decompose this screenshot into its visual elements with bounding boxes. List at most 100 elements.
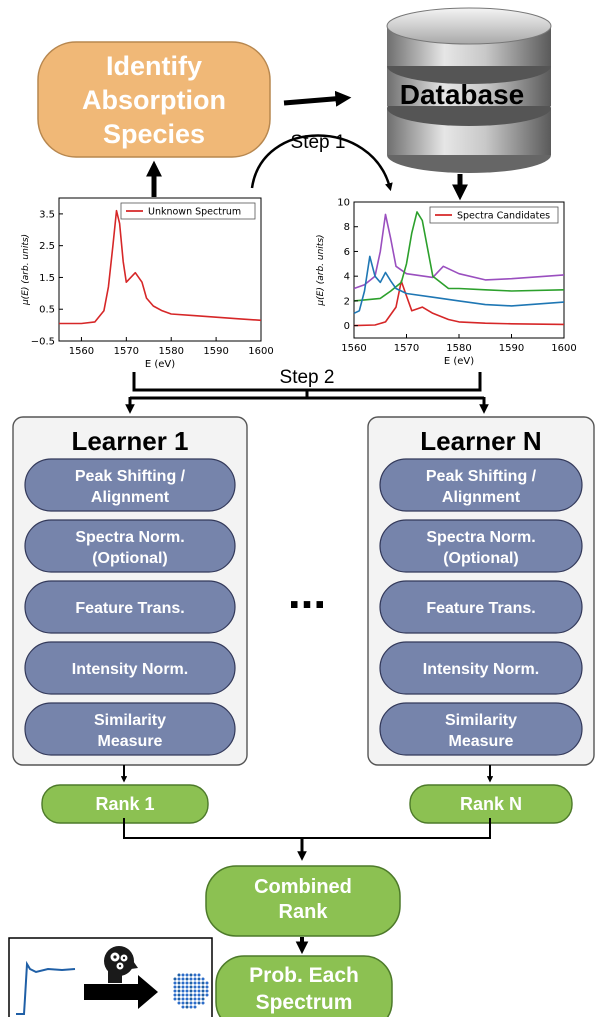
molecule-atom <box>181 977 185 981</box>
candidates-xtick-label-1: 1570 <box>394 343 419 354</box>
learner-1-step-2-line-0: Feature Trans. <box>75 600 184 617</box>
learner-n-step-2 <box>379 580 583 634</box>
molecule-atom <box>189 981 193 985</box>
molecule-atom <box>197 993 201 997</box>
unknown-xtick-label-1: 1570 <box>114 346 139 357</box>
molecule-atom <box>201 993 205 997</box>
molecule-atom <box>193 981 197 985</box>
molecule-atom <box>173 997 177 1001</box>
unknown-series-line-0 <box>59 209 262 325</box>
candidates-legend-label: Spectra Candidates <box>457 211 550 222</box>
molecule-atom <box>185 973 189 977</box>
species-line-1: Identify <box>106 51 202 81</box>
molecule-atom <box>181 985 185 989</box>
candidates-ytick-label-4: 8 <box>344 222 350 233</box>
molecule-atom <box>185 1001 189 1005</box>
database-icon: Database <box>386 7 552 173</box>
molecule-atom <box>177 977 181 981</box>
arrow-to-database <box>283 90 352 107</box>
molecule-atom <box>205 989 209 993</box>
learner-1-title: Learner 1 <box>71 426 188 456</box>
molecule-atom <box>189 1001 193 1005</box>
molecule-atom <box>181 997 185 1001</box>
learner-n-title: Learner N <box>420 426 541 456</box>
molecule-atom <box>197 985 201 989</box>
big-arrow-icon <box>84 975 158 1009</box>
molecule-atom <box>197 997 201 1001</box>
molecule-atom <box>197 981 201 985</box>
molecule-atom <box>181 1005 185 1009</box>
molecule-atom <box>181 1001 185 1005</box>
molecule-atom <box>197 989 201 993</box>
molecule-atom <box>185 985 189 989</box>
molecule-atom <box>173 985 177 989</box>
molecule-atom <box>197 977 201 981</box>
learner-1-step-0-line-0: Peak Shifting / <box>75 468 186 485</box>
molecule-atom <box>201 981 205 985</box>
molecule-atom <box>197 973 201 977</box>
molecule-atom <box>197 1001 201 1005</box>
learner-1-step-4 <box>24 702 236 756</box>
molecule-atom <box>177 1001 181 1005</box>
learner-1-step-0 <box>24 458 236 512</box>
combined-rank-box: Combined Rank <box>205 865 401 937</box>
candidates-xlabel: E (eV) <box>444 356 474 367</box>
prob-line-2: Spectrum <box>256 991 353 1014</box>
candidates-ylabel: μ(E) (arb. units) <box>316 234 326 306</box>
learner-n-step-4-line-0: Similarity <box>445 712 517 729</box>
unknown-xtick-label-2: 1580 <box>158 346 183 357</box>
molecule-atom <box>201 977 205 981</box>
molecule-atom <box>189 985 193 989</box>
learner-1-box: Learner 1 Peak Shifting / Alignment Spectra… <box>12 416 248 824</box>
learner-1-step-3-line-0: Intensity Norm. <box>72 661 188 678</box>
molecule-atom <box>189 993 193 997</box>
molecule-atom <box>193 989 197 993</box>
unknown-spectrum-chart: 1560 1570 1580 1590 1600 −0.5 0.5 1.5 2.5 3.5 E (e… <box>21 197 274 370</box>
inset-illustration <box>8 937 213 1017</box>
molecule-atom <box>189 1005 193 1009</box>
identify-species-box: Identify Absorption Species <box>37 41 271 158</box>
step2-label: Step 2 <box>280 367 335 388</box>
unknown-ytick-label-4: 3.5 <box>39 209 55 220</box>
unknown-xtick-label-3: 1590 <box>203 346 228 357</box>
molecule-atom <box>177 993 181 997</box>
molecule-atom <box>181 981 185 985</box>
molecule-atom <box>193 997 197 1001</box>
learner-1-step-1-line-1: (Optional) <box>92 550 168 567</box>
molecule-atom <box>201 989 205 993</box>
molecule-atom <box>193 993 197 997</box>
molecule-atom <box>173 993 177 997</box>
unknown-ytick-label-0: −0.5 <box>31 337 55 348</box>
candidates-ytick-label-1: 2 <box>344 296 350 307</box>
candidates-series-line-2 <box>353 211 565 302</box>
learner-n-rank-label: Rank N <box>460 794 522 814</box>
unknown-ytick-label-3: 2.5 <box>39 241 55 252</box>
learner-n-step-0 <box>379 458 583 512</box>
prob-line-1: Prob. Each <box>249 964 359 987</box>
molecule-atom <box>193 973 197 977</box>
molecule-atom <box>185 977 189 981</box>
learner-1-step-1 <box>24 519 236 573</box>
molecule-atom <box>193 1005 197 1009</box>
candidates-series-line-0 <box>353 280 565 327</box>
candidate-spectra-chart: 1560 1570 1580 1590 1600 0 2 4 6 8 10 E (eV) μ(E) (a… <box>316 198 577 368</box>
molecule-atom <box>177 973 181 977</box>
molecule-atom <box>185 981 189 985</box>
molecule-atom <box>201 985 205 989</box>
candidates-xtick-label-0: 1560 <box>341 343 366 354</box>
candidates-legend-box <box>429 206 559 224</box>
molecule-atom <box>193 985 197 989</box>
molecule-atom <box>193 977 197 981</box>
learner-n-step-2-line-0: Feature Trans. <box>426 600 535 617</box>
learner-n-step-3 <box>379 641 583 695</box>
step1-arrow <box>250 134 393 192</box>
candidates-xtick-label-3: 1590 <box>499 343 524 354</box>
combined-line-1: Combined <box>254 876 352 898</box>
combined-line-2: Rank <box>279 901 329 923</box>
learner-n-step-3-line-0: Intensity Norm. <box>423 661 539 678</box>
molecule-atom <box>177 981 181 985</box>
head-gears-icon <box>104 946 138 983</box>
candidates-ytick-label-0: 0 <box>344 321 350 332</box>
unknown-legend-label: Unknown Spectrum <box>148 207 241 218</box>
